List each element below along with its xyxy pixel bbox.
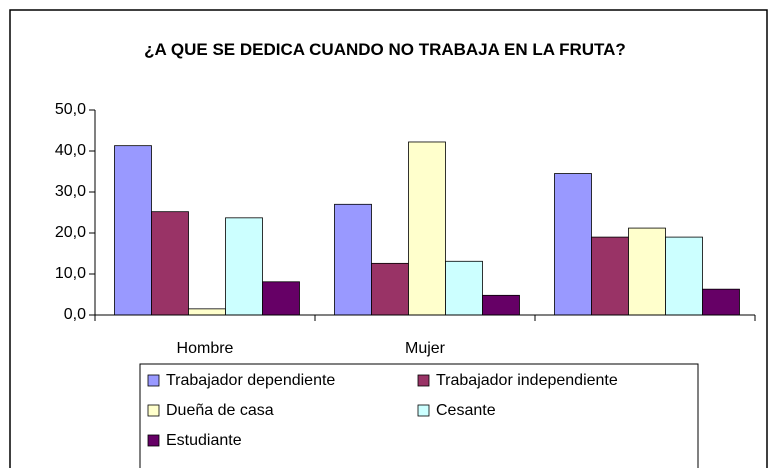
bar: [445, 260, 483, 316]
chart-title: ¿A QUE SE DEDICA CUANDO NO TRABAJA EN LA…: [144, 40, 626, 59]
legend-swatch: [417, 404, 430, 417]
legend-label: Trabajador independiente: [436, 372, 618, 389]
y-tick-label: 30,0: [55, 183, 86, 200]
bar: [225, 217, 263, 316]
bar: [482, 294, 520, 316]
bar: [114, 145, 152, 316]
legend-label: Estudiante: [166, 432, 242, 449]
legend-swatch: [417, 374, 430, 387]
y-tick-label: 10,0: [55, 265, 86, 282]
bar: [591, 236, 629, 316]
legend-label: Trabajador dependiente: [166, 372, 335, 389]
x-tick-label: Mujer: [405, 340, 446, 357]
bar: [371, 262, 409, 316]
y-tick-label: 20,0: [55, 224, 86, 241]
bar: [628, 227, 666, 316]
bar: [554, 173, 592, 316]
bar: [262, 281, 300, 316]
legend-swatch: [147, 434, 160, 447]
bar: [702, 288, 740, 316]
y-tick-label: 0,0: [64, 306, 86, 323]
y-tick-label: 50,0: [55, 101, 86, 118]
legend-label: Dueña de casa: [166, 402, 274, 419]
x-tick-label: Hombre: [177, 340, 234, 357]
y-tick-label: 40,0: [55, 142, 86, 159]
legend-label: Cesante: [436, 402, 496, 419]
bar: [408, 141, 446, 316]
bar: [665, 236, 703, 316]
legend-swatch: [147, 404, 160, 417]
bar: [188, 308, 226, 316]
bar: [151, 211, 189, 316]
legend-swatch: [147, 374, 160, 387]
bar: [334, 203, 372, 316]
